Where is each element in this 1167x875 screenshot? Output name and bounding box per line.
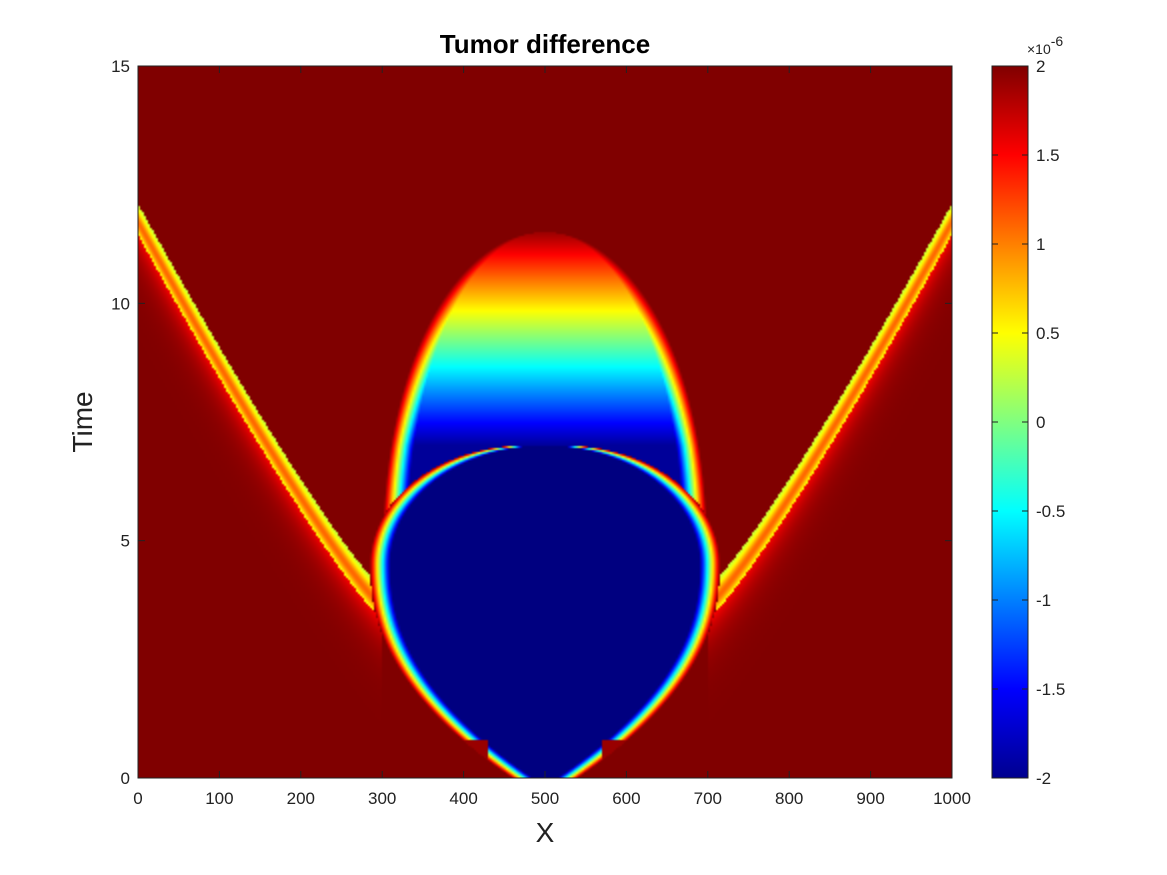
colorbar-tick-label: 0.5: [1036, 324, 1060, 343]
colorbar-tick-label: -1.5: [1036, 680, 1065, 699]
x-tick-label: 500: [531, 789, 559, 808]
y-tick-label: 15: [111, 57, 130, 76]
y-axis-ticks: 0 5 10 15: [111, 57, 952, 788]
x-tick-label: 900: [856, 789, 884, 808]
y-axis-label: Time: [67, 391, 98, 452]
x-axis-label: X: [536, 817, 555, 848]
colorbar-exponent: ×10-6: [1027, 33, 1063, 57]
colorbar-tick-label: 1: [1036, 235, 1045, 254]
chart-title: Tumor difference: [440, 29, 650, 59]
x-tick-label: 100: [205, 789, 233, 808]
colorbar-tick-label: 1.5: [1036, 146, 1060, 165]
colorbar-tick-label: -2: [1036, 769, 1051, 788]
y-tick-label: 10: [111, 294, 130, 313]
x-axis-ticks: 0 100 200 300 400 500 600 700 800 900 1000: [133, 66, 971, 808]
x-tick-label: 600: [612, 789, 640, 808]
x-tick-label: 800: [775, 789, 803, 808]
y-tick-label: 5: [121, 532, 130, 551]
colorbar-exponent-base: ×10: [1027, 41, 1051, 57]
x-tick-label: 400: [449, 789, 477, 808]
colorbar-tick-label: -1: [1036, 591, 1051, 610]
colorbar-tick-label: -0.5: [1036, 502, 1065, 521]
heatmap-image: [138, 66, 952, 778]
colorbar-ticks: 2 1.5 1 0.5 0 -0.5 -1 -1.5 -2: [992, 57, 1065, 788]
x-tick-label: 700: [694, 789, 722, 808]
x-tick-label: 1000: [933, 789, 971, 808]
x-tick-label: 0: [133, 789, 142, 808]
x-tick-label: 300: [368, 789, 396, 808]
colorbar-tick-label: 2: [1036, 57, 1045, 76]
x-tick-label: 200: [287, 789, 315, 808]
y-tick-label: 0: [121, 769, 130, 788]
colorbar-exponent-power: -6: [1051, 33, 1064, 49]
colorbar-tick-label: 0: [1036, 413, 1045, 432]
